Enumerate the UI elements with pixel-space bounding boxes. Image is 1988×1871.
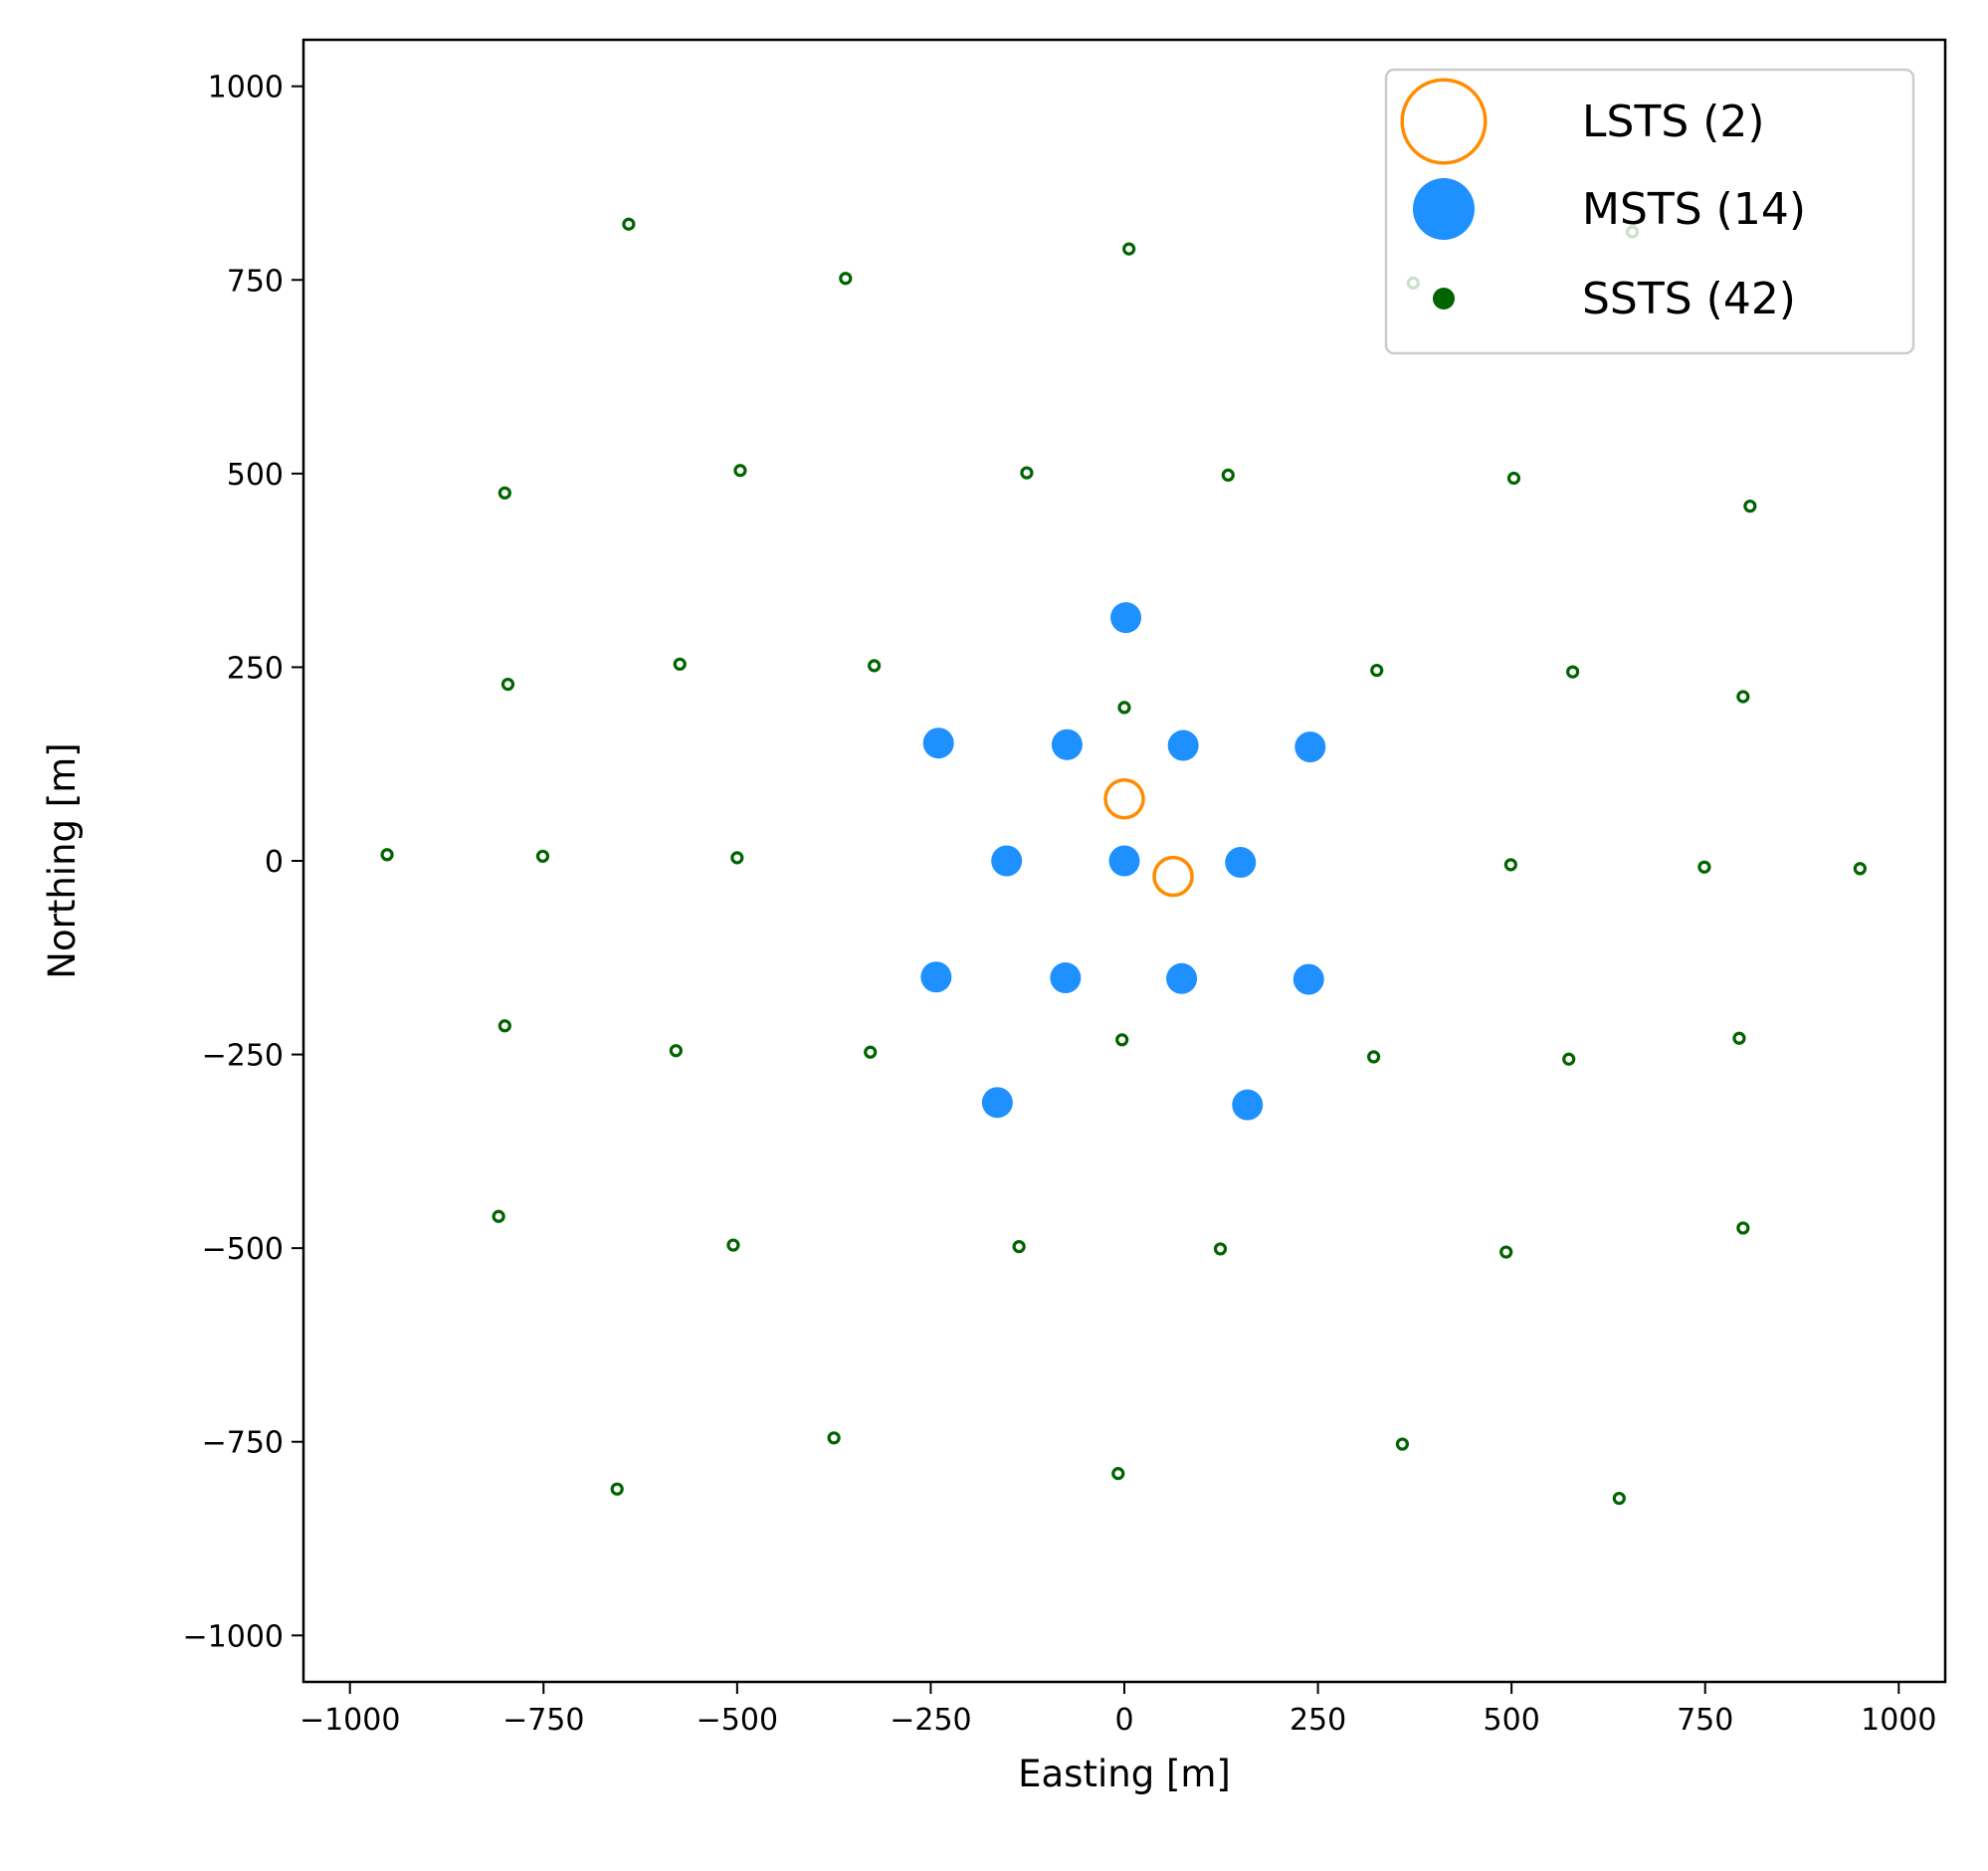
data-point xyxy=(1562,1052,1576,1066)
legend-marker xyxy=(1433,288,1455,310)
data-point xyxy=(1167,729,1199,761)
y-tick-label: 500 xyxy=(227,458,284,493)
data-point xyxy=(1111,1467,1125,1481)
data-point xyxy=(991,845,1023,877)
y-tick-label: 1000 xyxy=(208,71,284,105)
data-point xyxy=(669,1044,683,1058)
data-point xyxy=(839,272,853,286)
data-point xyxy=(864,1045,878,1059)
data-point xyxy=(1732,1031,1746,1045)
x-tick-label: −250 xyxy=(890,1703,971,1738)
data-point xyxy=(726,1238,740,1252)
data-point xyxy=(1225,847,1257,879)
legend-label: SSTS (42) xyxy=(1582,274,1796,324)
data-point xyxy=(1122,242,1136,256)
x-axis-label: Easting [m] xyxy=(1018,1753,1231,1795)
data-point xyxy=(1292,963,1324,995)
x-tick-label: 0 xyxy=(1114,1703,1133,1738)
legend-marker xyxy=(1400,78,1488,165)
data-point xyxy=(1503,858,1517,872)
data-point xyxy=(922,728,954,759)
legend-label: MSTS (14) xyxy=(1582,184,1806,235)
data-point xyxy=(733,464,747,478)
data-point xyxy=(1499,1245,1513,1259)
data-point xyxy=(981,1087,1013,1119)
legend-marker xyxy=(1413,178,1475,240)
data-point xyxy=(380,848,394,862)
data-point xyxy=(1743,499,1757,514)
y-tick-label: −750 xyxy=(202,1426,284,1461)
plot-frame xyxy=(301,38,1947,1684)
data-point xyxy=(1110,602,1142,634)
data-point xyxy=(730,851,744,865)
data-point xyxy=(1166,962,1198,994)
data-point xyxy=(827,1431,841,1445)
x-tick-label: 750 xyxy=(1677,1703,1733,1738)
data-point xyxy=(1152,855,1194,898)
y-axis-label: Northing [m] xyxy=(41,742,84,978)
data-point xyxy=(500,677,515,692)
data-point xyxy=(1012,1239,1026,1254)
data-point xyxy=(492,1209,505,1223)
data-point xyxy=(1736,690,1750,704)
data-point xyxy=(610,1482,624,1496)
data-point xyxy=(1853,862,1867,876)
x-tick-label: 1000 xyxy=(1861,1703,1936,1738)
data-point xyxy=(497,1019,511,1033)
data-point xyxy=(1051,728,1083,760)
data-point xyxy=(1367,1050,1381,1064)
x-tick-label: 250 xyxy=(1290,1703,1346,1738)
x-tick-label: −500 xyxy=(696,1703,778,1738)
data-point xyxy=(1697,860,1711,874)
y-tick-label: −500 xyxy=(202,1232,284,1267)
data-point xyxy=(673,657,687,671)
y-tick-label: −250 xyxy=(202,1039,284,1074)
y-tick-label: −1000 xyxy=(183,1619,284,1654)
data-point xyxy=(497,486,511,500)
data-point xyxy=(1108,845,1140,877)
series-lsts xyxy=(1103,777,1194,898)
data-point xyxy=(920,961,952,993)
legend: LSTS (2) MSTS (14) SSTS (42) xyxy=(1384,68,1915,355)
legend-label: LSTS (2) xyxy=(1582,97,1765,147)
axis-ticks: −1000 −750 −500 −250 0 250 500 750 1000 −1000 −750… xyxy=(183,71,1937,1738)
y-tick-label: 250 xyxy=(227,651,284,686)
data-point xyxy=(1370,663,1384,678)
data-point xyxy=(1395,1437,1410,1451)
data-point xyxy=(868,659,882,673)
y-tick-label: 750 xyxy=(227,264,284,299)
data-point xyxy=(622,217,636,231)
data-point xyxy=(1736,1221,1750,1235)
data-point xyxy=(1612,1491,1626,1506)
data-point xyxy=(1213,1242,1228,1256)
series-msts xyxy=(920,602,1326,1121)
data-point xyxy=(1020,466,1034,480)
y-tick-label: 0 xyxy=(265,845,284,880)
data-point xyxy=(1506,471,1521,486)
data-point xyxy=(1566,665,1580,679)
data-point xyxy=(1115,1033,1129,1047)
data-point xyxy=(1117,701,1131,715)
data-point xyxy=(1232,1089,1264,1121)
legend-box xyxy=(1384,68,1915,355)
data-point xyxy=(1050,962,1082,994)
x-tick-label: −750 xyxy=(502,1703,584,1738)
x-tick-label: 500 xyxy=(1484,1703,1540,1738)
plot-area xyxy=(380,217,1867,1506)
data-point xyxy=(1103,777,1145,820)
data-point xyxy=(1221,468,1235,483)
x-tick-label: −1000 xyxy=(299,1703,400,1738)
data-point xyxy=(535,849,550,863)
data-point xyxy=(1294,731,1326,763)
